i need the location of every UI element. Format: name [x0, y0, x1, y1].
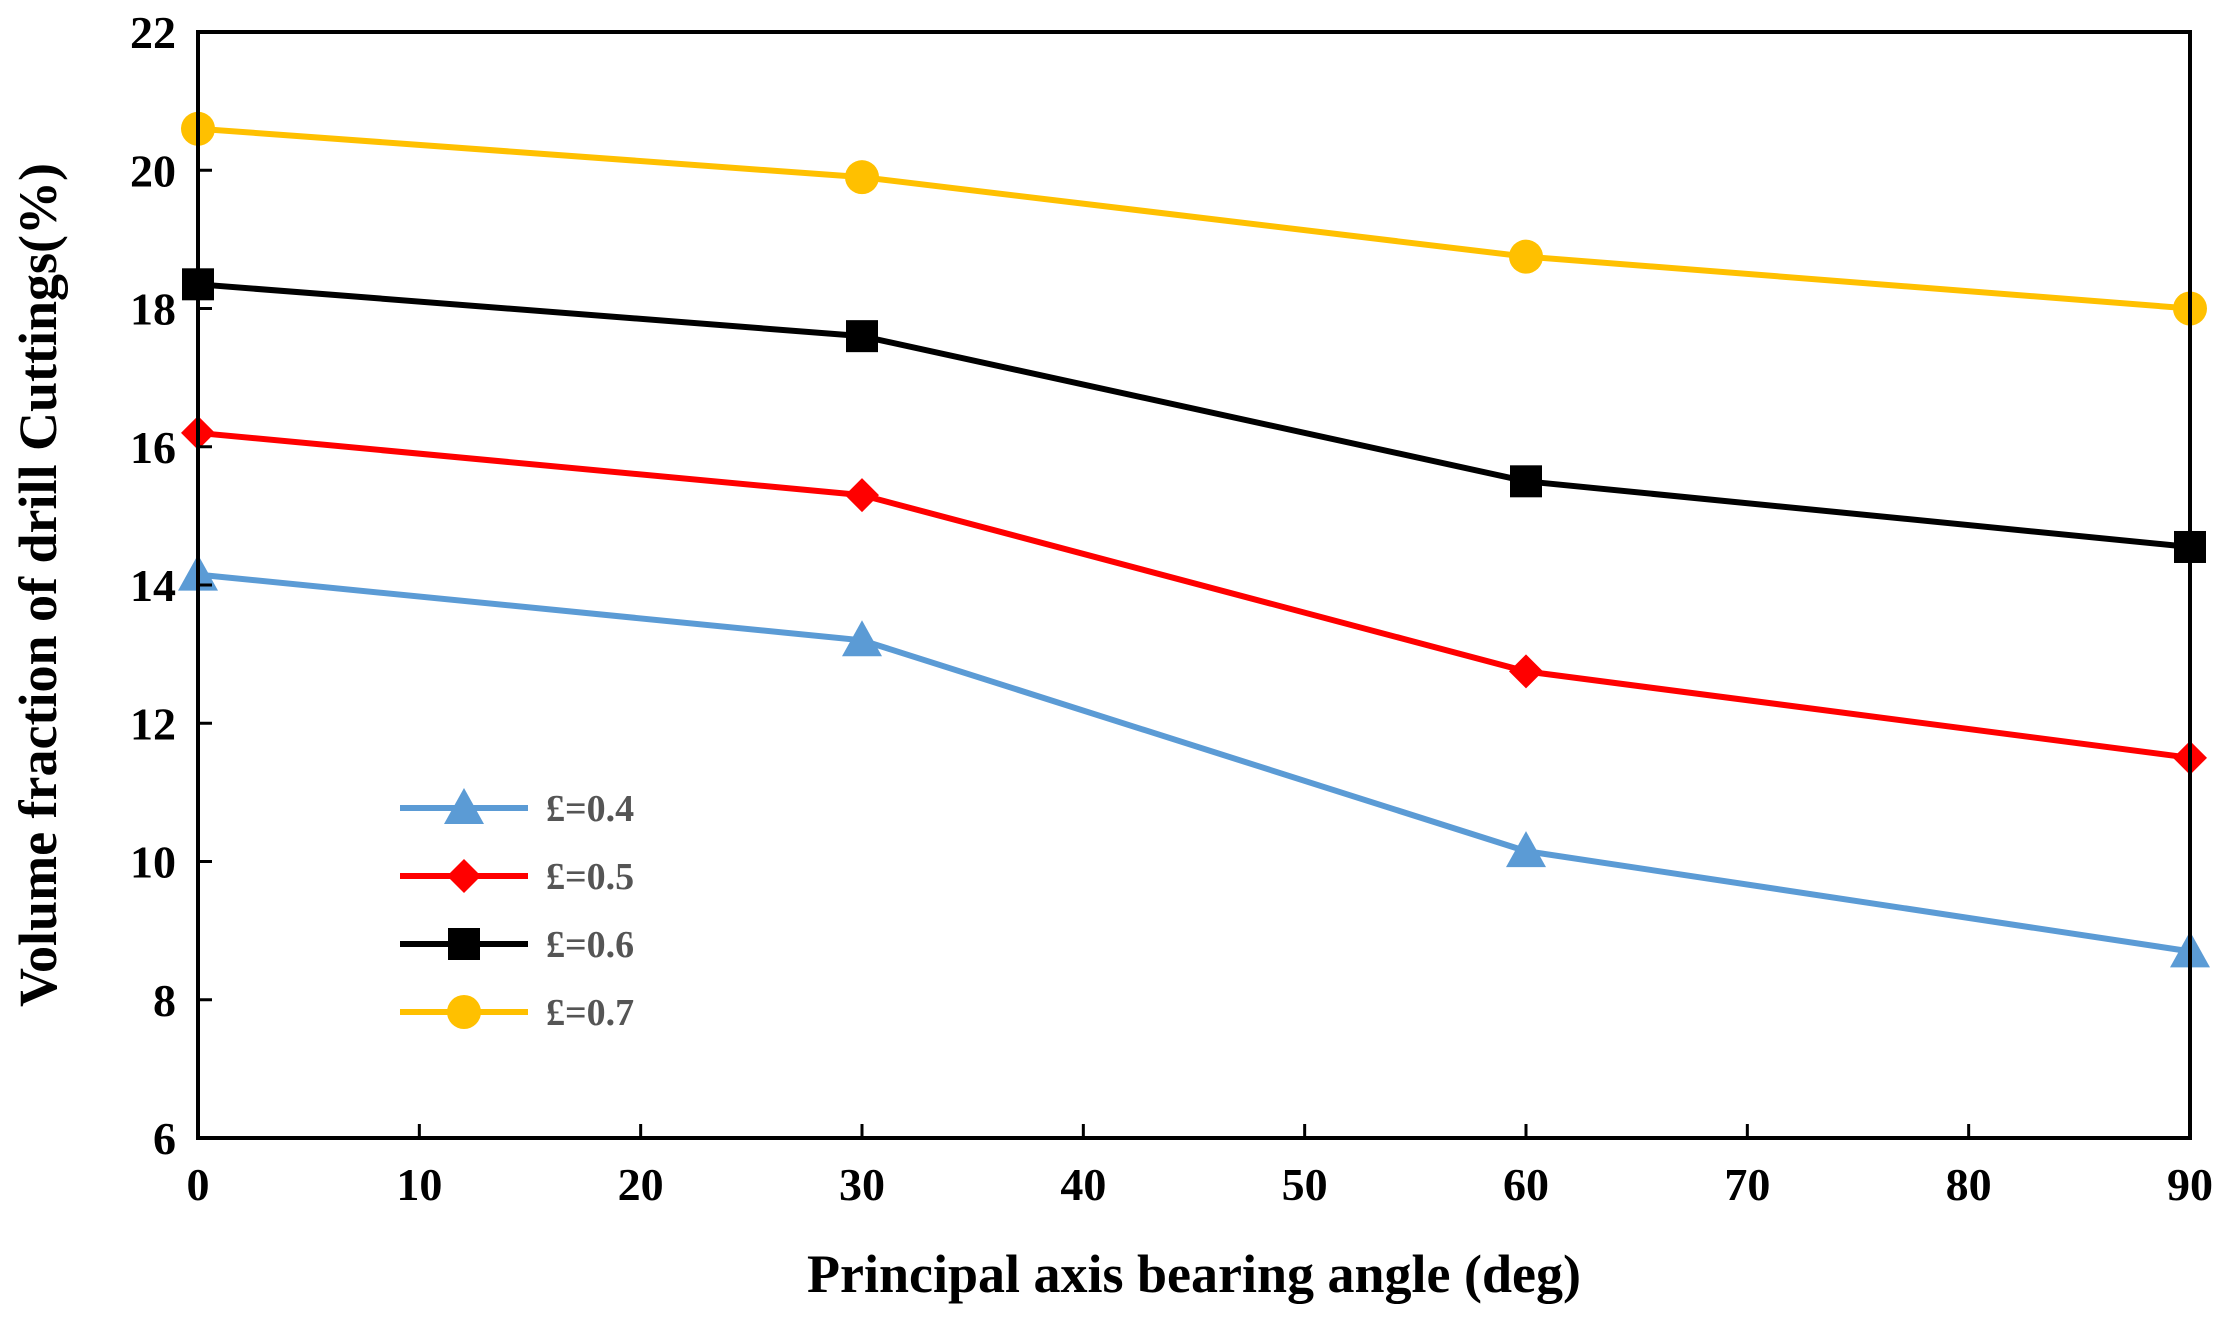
- data-point: [846, 320, 878, 353]
- x-tick-label: 90: [2167, 1159, 2213, 1210]
- legend-label: £=0.5: [546, 856, 634, 898]
- y-tick-label: 18: [130, 284, 176, 335]
- y-tick-label: 12: [130, 698, 176, 749]
- legend-label: £=0.6: [546, 924, 634, 966]
- y-tick-label: 10: [130, 837, 176, 888]
- y-tick-label: 16: [130, 422, 176, 473]
- data-point: [845, 160, 879, 195]
- y-tick-label: 6: [153, 1113, 176, 1164]
- series-line: [197, 125, 2191, 312]
- legend-entry: £=0.4: [400, 788, 634, 830]
- series-line: [197, 429, 2191, 761]
- legend-entry: £=0.5: [400, 856, 634, 898]
- legend-label: £=0.7: [546, 992, 634, 1034]
- x-tick-label: 0: [187, 1159, 210, 1210]
- axes: 0 10 20 30 40 50 60 70 80 90 6 8 10 12 14 16 18 20 22: [130, 7, 2213, 1210]
- data-point: [1510, 465, 1542, 498]
- data-point: [1509, 239, 1543, 274]
- x-axis-title: Principal axis bearing angle (deg): [807, 1244, 1581, 1304]
- x-tick-label: 20: [618, 1159, 664, 1210]
- x-tick-label: 80: [1946, 1159, 1992, 1210]
- x-tick-label: 70: [1724, 1159, 1770, 1210]
- y-tick-label: 8: [153, 975, 176, 1026]
- legend: £=0.4 £=0.5 £=0.6 £=0.7: [400, 788, 634, 1034]
- legend-marker: [447, 995, 481, 1029]
- y-tick-label: 22: [130, 7, 176, 58]
- y-tick-label: 14: [130, 560, 176, 611]
- x-tick-label: 10: [396, 1159, 442, 1210]
- data-point: [1506, 831, 1546, 868]
- data-point: [845, 478, 879, 513]
- x-tick-label: 40: [1060, 1159, 1106, 1210]
- series-line: [197, 281, 2191, 550]
- legend-entry: £=0.6: [400, 924, 634, 966]
- y-axis-title: Volume fraction of drill Cuttings(%): [8, 163, 68, 1007]
- legend-marker: [447, 859, 481, 893]
- series-line: [197, 571, 2191, 955]
- series-4: [181, 111, 2207, 326]
- x-tick-label: 30: [839, 1159, 885, 1210]
- legend-label: £=0.4: [546, 788, 634, 830]
- x-tick-label: 60: [1503, 1159, 1549, 1210]
- x-tick-label: 50: [1282, 1159, 1328, 1210]
- legend-entry: £=0.7: [400, 992, 634, 1034]
- data-point: [842, 620, 882, 657]
- y-tick-label: 20: [130, 145, 176, 196]
- legend-marker: [448, 928, 480, 960]
- data-point: [1509, 654, 1543, 689]
- legend-marker: [444, 788, 484, 824]
